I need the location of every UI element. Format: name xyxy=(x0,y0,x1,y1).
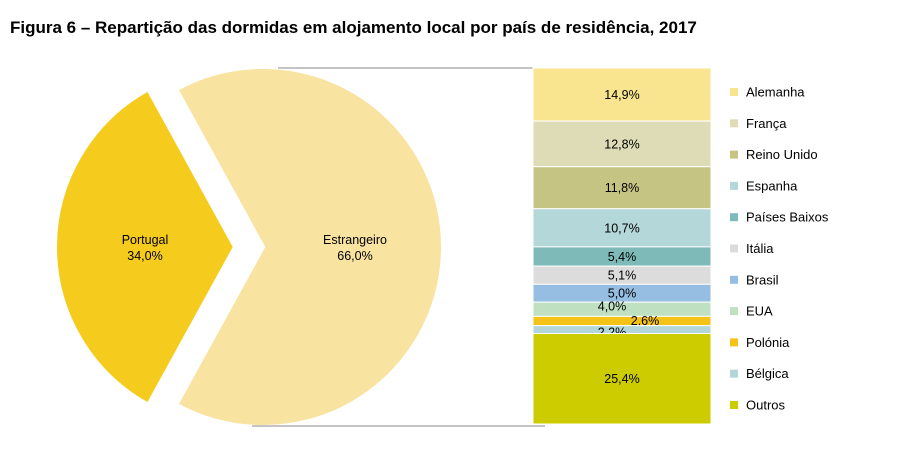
legend-label-belgica: Bélgica xyxy=(746,366,789,381)
chart-title: Figura 6 – Repartição das dormidas em al… xyxy=(10,18,697,37)
legend-swatch-reino-unido xyxy=(730,150,738,159)
pie-label-portugal: Portugal xyxy=(122,233,169,247)
legend-swatch-brasil xyxy=(730,275,738,284)
pie-label-estrangeiro: Estrangeiro xyxy=(323,233,387,247)
legend-label-paises-baixos: Países Baixos xyxy=(746,210,829,225)
bar-value-reino-unido: 11,8% xyxy=(605,181,640,195)
bar-value-alemanha: 14,9% xyxy=(604,88,639,102)
pie-value-portugal: 34,0% xyxy=(127,249,162,263)
legend-label-alemanha: Alemanha xyxy=(746,85,805,100)
legend-swatch-eua xyxy=(730,307,738,316)
bar-value-outros: 25,4% xyxy=(604,372,639,386)
bar-segment-polonia xyxy=(532,315,712,327)
legend-swatch-franca xyxy=(730,119,738,128)
legend-label-outros: Outros xyxy=(746,398,786,413)
pie-value-estrangeiro: 66,0% xyxy=(337,249,372,263)
legend-swatch-italia xyxy=(730,244,738,253)
legend-label-brasil: Brasil xyxy=(746,272,779,287)
bar-value-espanha: 10,7% xyxy=(604,221,639,235)
legend-swatch-paises-baixos xyxy=(730,213,738,222)
bar-segment-alemanha xyxy=(532,67,712,122)
bar-value-polonia: 2,6% xyxy=(631,314,660,328)
bar-value-brasil: 5,0% xyxy=(608,287,637,301)
legend-swatch-belgica xyxy=(730,369,738,378)
pie-slice-portugal xyxy=(53,86,238,408)
legend-label-eua: EUA xyxy=(746,304,773,319)
legend-label-franca: França xyxy=(746,116,787,131)
legend-label-espanha: Espanha xyxy=(746,178,798,193)
bar-value-eua: 4,0% xyxy=(598,299,627,313)
legend-label-italia: Itália xyxy=(746,241,774,256)
legend-label-polonia: Polónia xyxy=(746,335,790,350)
bar-value-paises-baixos: 5,4% xyxy=(608,250,637,264)
legend-swatch-alemanha xyxy=(730,88,738,96)
legend-swatch-espanha xyxy=(730,181,738,190)
legend-swatch-polonia xyxy=(730,338,738,347)
legend-label-reino-unido: Reino Unido xyxy=(746,147,818,162)
bar-value-franca: 12,8% xyxy=(604,137,639,151)
legend-swatch-outros xyxy=(730,401,738,409)
bar-segment-outros xyxy=(532,332,712,425)
bar-value-italia: 5,1% xyxy=(608,269,637,283)
